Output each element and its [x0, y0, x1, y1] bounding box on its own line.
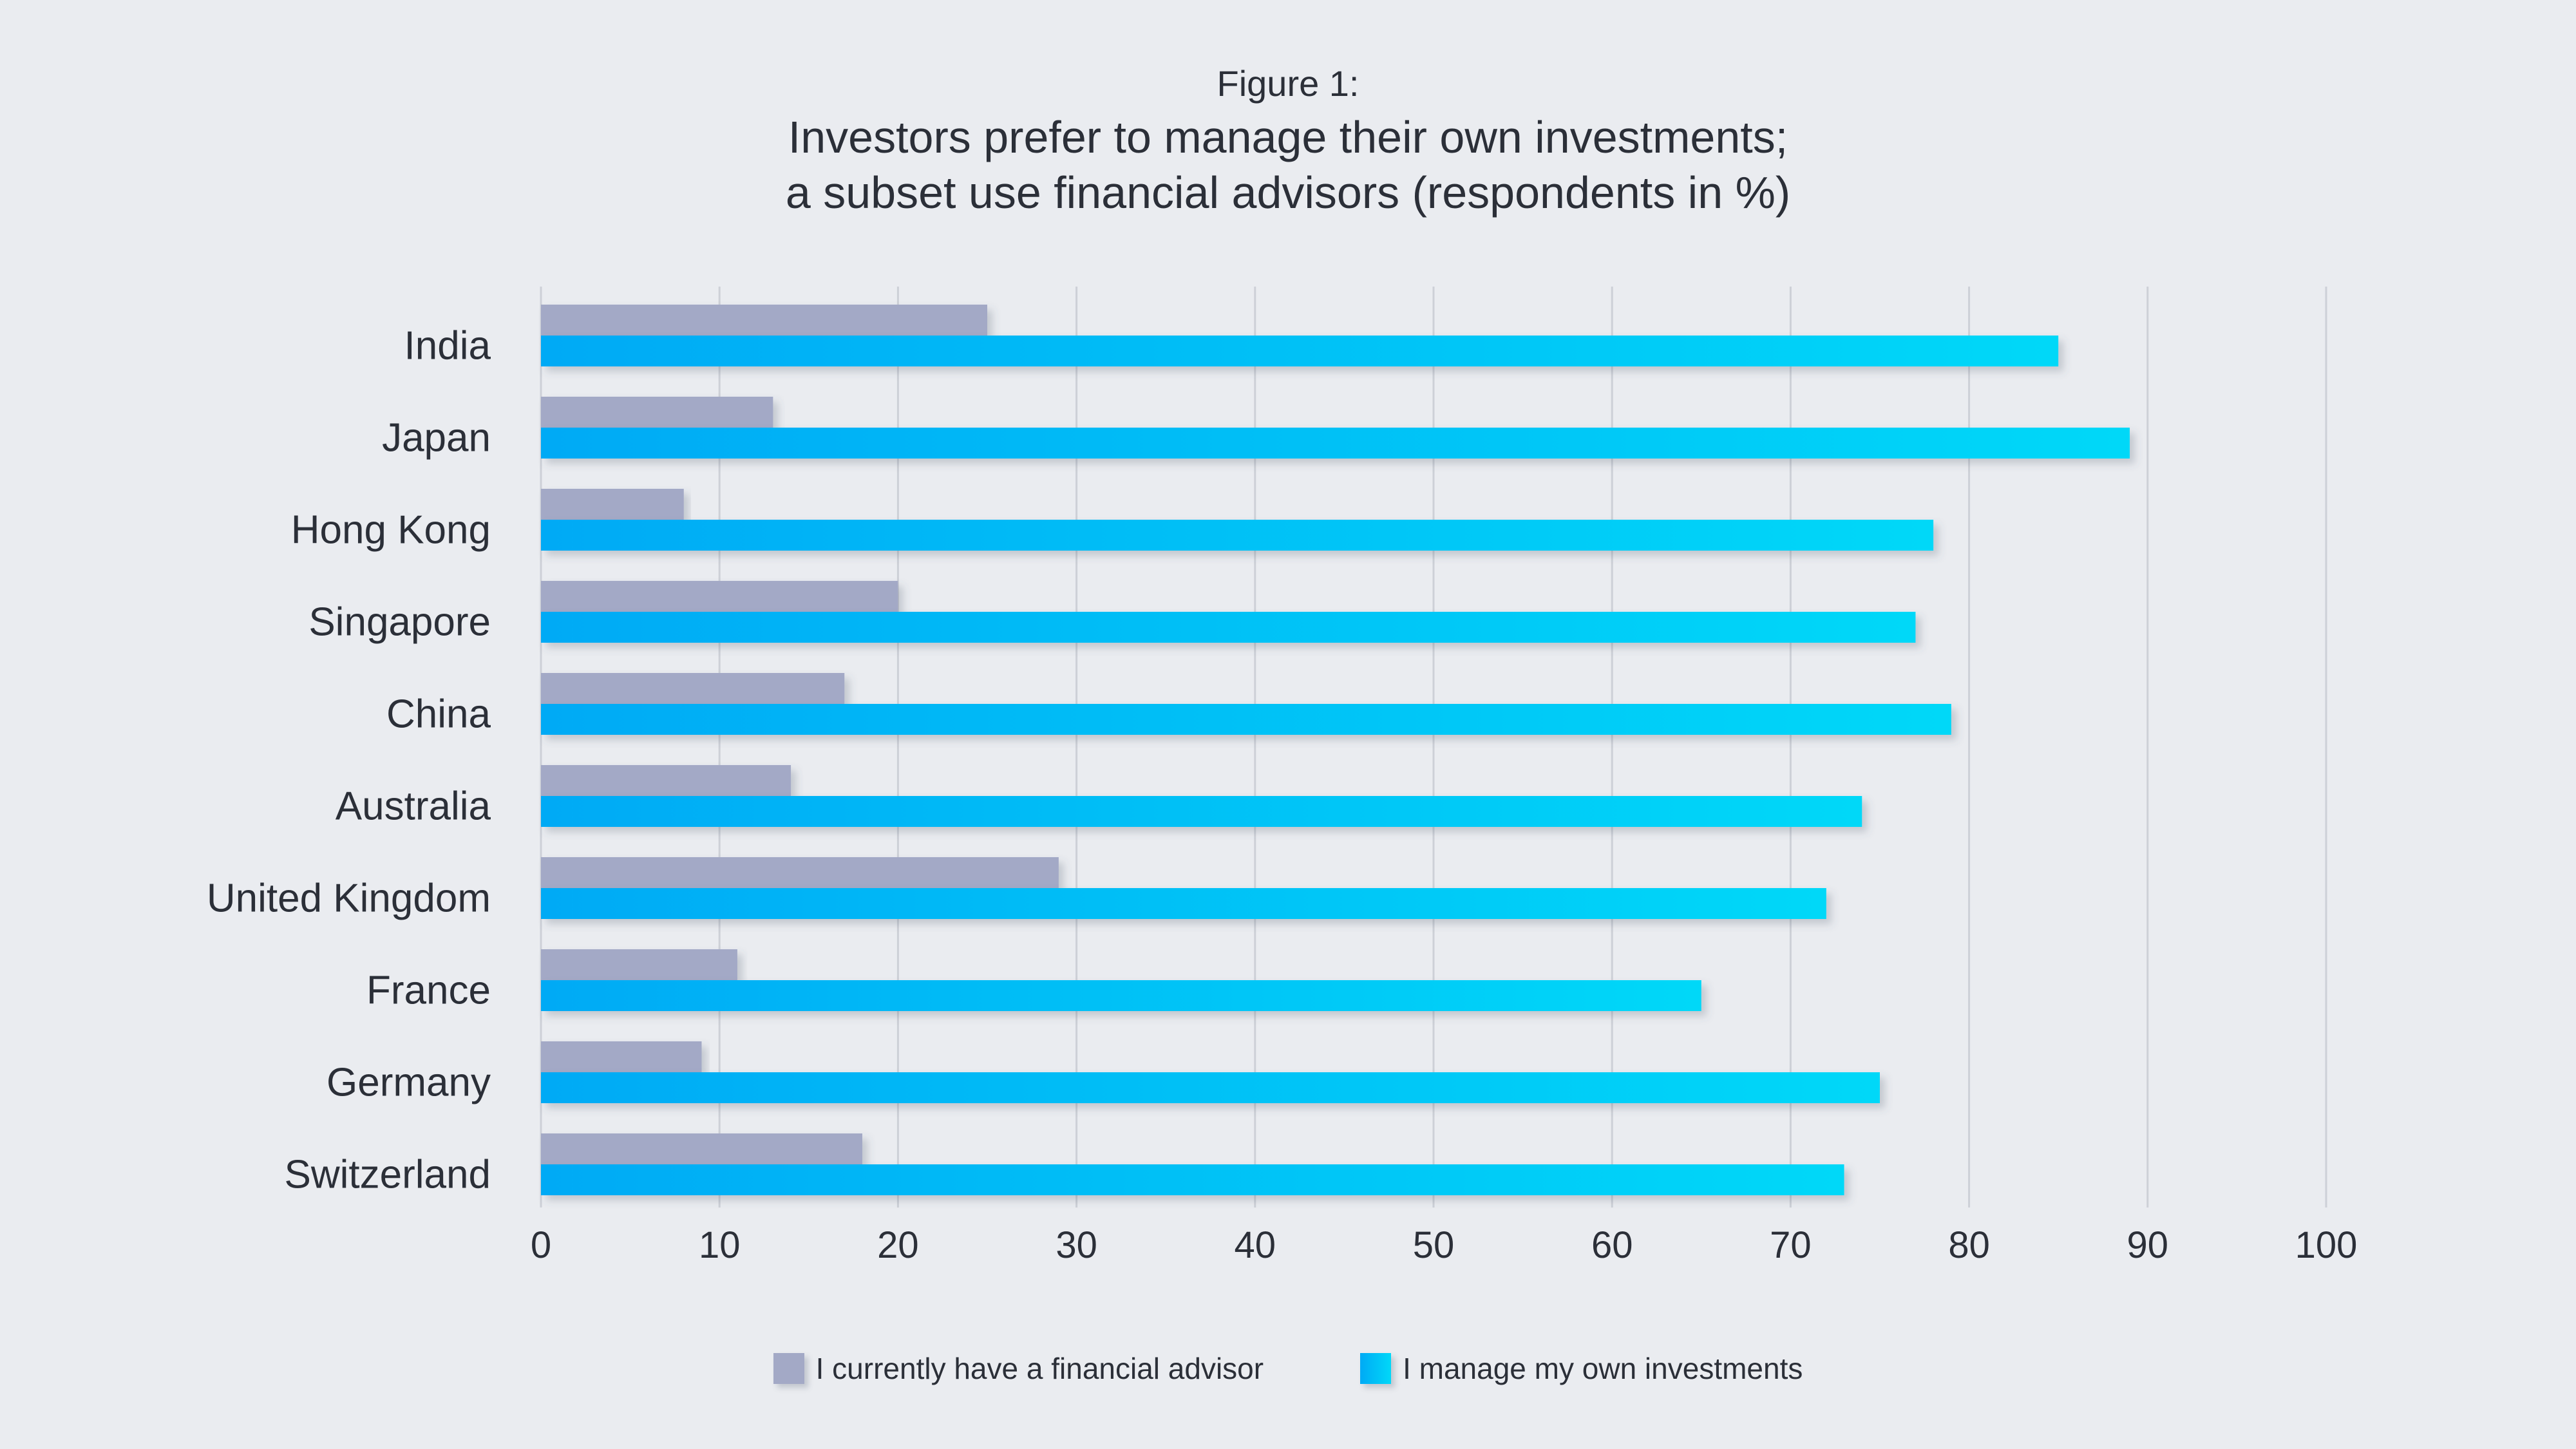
- x-tick-label: 10: [699, 1224, 741, 1266]
- bar-advisor: [541, 305, 987, 336]
- bar-own-investments: [541, 336, 2059, 366]
- x-tick-label: 30: [1056, 1224, 1097, 1266]
- x-tick-label: 100: [2295, 1224, 2358, 1266]
- bar-advisor: [541, 489, 684, 520]
- bar-own-investments: [541, 980, 1701, 1011]
- category-label: Switzerland: [285, 1152, 491, 1197]
- bar-advisor: [541, 673, 845, 704]
- legend-item-own: I manage my own investments: [1360, 1351, 1803, 1386]
- x-tick-label: 50: [1413, 1224, 1455, 1266]
- bar-own-investments: [541, 1072, 1880, 1103]
- x-tick-label: 40: [1235, 1224, 1276, 1266]
- bar-own-investments: [541, 428, 2130, 459]
- category-label: India: [404, 323, 491, 368]
- bar-advisor: [541, 1133, 862, 1164]
- chart-title-block: Figure 1: Investors prefer to manage the…: [0, 58, 2576, 220]
- x-tick-label: 80: [1948, 1224, 1990, 1266]
- x-axis-tick-labels: 0 10 20 30 40 50 60 70 80 90 100: [531, 1224, 2358, 1266]
- legend-swatch-own: [1360, 1353, 1392, 1384]
- bar-advisor: [541, 857, 1059, 888]
- category-labels: India Japan Hong Kong Singapore China Austral…: [207, 323, 491, 1197]
- category-label: Japan: [382, 415, 491, 460]
- bar-own-investments: [541, 796, 1862, 827]
- bar-own-investments: [541, 1164, 1844, 1195]
- figure-number: Figure 1:: [1217, 63, 1359, 104]
- x-tick-label: 70: [1770, 1224, 1812, 1266]
- bar-own-investments: [541, 704, 1951, 735]
- legend-item-advisor: I currently have a financial advisor: [773, 1351, 1264, 1386]
- x-tick-label: 20: [877, 1224, 919, 1266]
- category-label: Germany: [327, 1060, 491, 1104]
- bar-advisor: [541, 949, 737, 980]
- bars: [541, 305, 2130, 1195]
- x-tick-label: 60: [1591, 1224, 1633, 1266]
- bar-advisor: [541, 397, 773, 428]
- legend: I currently have a financial advisor I m…: [0, 1351, 2576, 1386]
- category-label: Singapore: [308, 600, 491, 644]
- category-label: Hong Kong: [291, 507, 491, 552]
- bar-own-investments: [541, 612, 1916, 643]
- x-tick-label: 0: [531, 1224, 551, 1266]
- x-tick-label: 90: [2127, 1224, 2169, 1266]
- category-label: Australia: [336, 784, 491, 828]
- legend-label-advisor: I currently have a financial advisor: [815, 1352, 1264, 1385]
- chart-title-line-1: Investors prefer to manage their own inv…: [788, 112, 1788, 162]
- bar-advisor: [541, 1041, 702, 1072]
- chart-title-line-2: a subset use financial advisors (respond…: [785, 167, 1791, 218]
- gridlines: [540, 287, 2327, 1208]
- bar-own-investments: [541, 520, 1934, 551]
- bar-own-investments: [541, 888, 1826, 919]
- category-label: United Kingdom: [207, 876, 491, 920]
- category-label: France: [366, 968, 491, 1012]
- legend-swatch-advisor: [773, 1353, 804, 1384]
- bar-advisor: [541, 581, 898, 612]
- bar-advisor: [541, 765, 791, 796]
- category-label: China: [386, 692, 491, 736]
- legend-label-own: I manage my own investments: [1403, 1352, 1803, 1385]
